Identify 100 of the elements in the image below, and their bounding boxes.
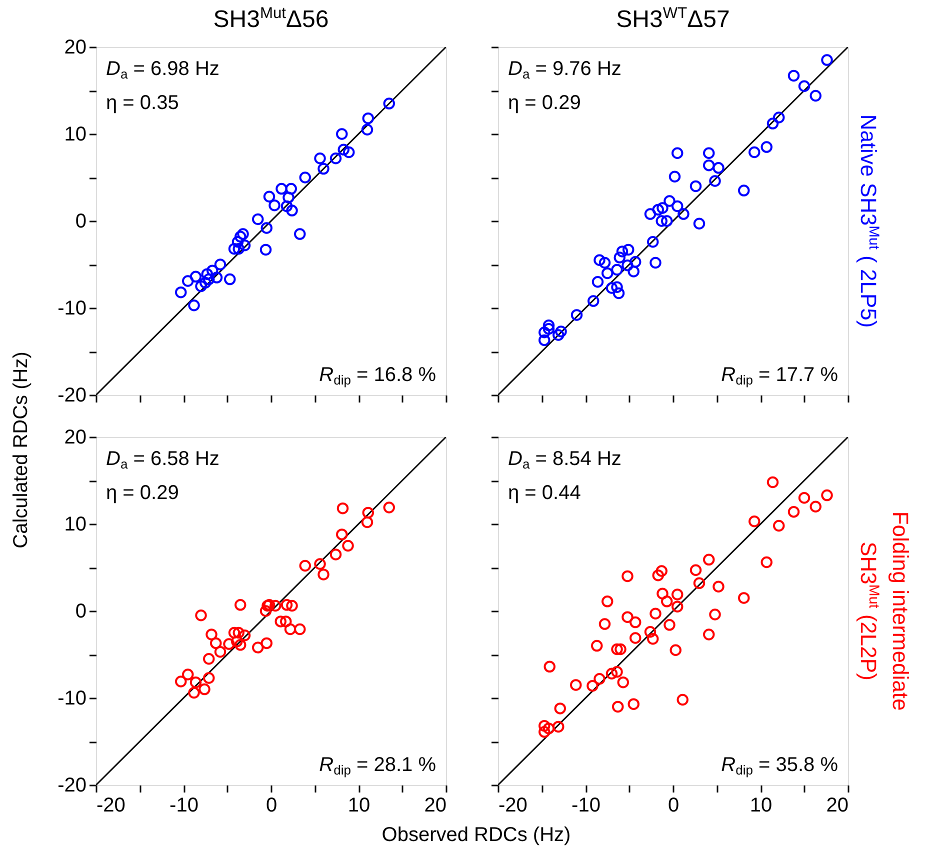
point (552, 329, 564, 341)
point (672, 200, 684, 212)
point (810, 90, 822, 102)
annotation: η = 0.35 (106, 92, 179, 114)
point (703, 147, 715, 160)
point (555, 326, 567, 338)
point (175, 286, 187, 298)
point (362, 112, 374, 124)
point (570, 309, 583, 321)
point (644, 208, 656, 220)
point (237, 228, 249, 240)
point (598, 256, 611, 269)
point (224, 273, 236, 286)
point (190, 270, 202, 283)
point (592, 276, 604, 288)
y-tick-label: -20 (58, 384, 86, 406)
point (616, 246, 628, 258)
point (195, 280, 207, 292)
point (542, 320, 555, 332)
point (260, 222, 272, 234)
point (280, 200, 293, 212)
y-tick-label: -10 (58, 298, 86, 320)
point (282, 192, 294, 204)
point (238, 239, 251, 252)
point (656, 215, 668, 227)
point (214, 258, 226, 270)
point (330, 152, 342, 164)
point (712, 162, 724, 174)
point (538, 326, 550, 338)
y-tick-label: 10 (64, 124, 86, 146)
point (766, 118, 779, 130)
point (299, 172, 311, 184)
point (285, 182, 297, 195)
point (182, 275, 194, 287)
point (383, 98, 395, 110)
point (668, 170, 681, 182)
point (614, 252, 626, 264)
point (268, 199, 280, 212)
point (748, 146, 760, 158)
point (622, 244, 634, 256)
x-tick-label: -10 (572, 794, 600, 816)
x-tick-label: -20 (96, 794, 126, 816)
annotation: η = 0.44 (508, 482, 581, 504)
y-tick-label: 10 (64, 514, 86, 536)
point (594, 254, 606, 266)
point (709, 175, 721, 187)
point (343, 146, 355, 158)
x-tick-label: 0 (668, 794, 680, 816)
point (622, 260, 634, 272)
point (234, 230, 246, 243)
point (650, 256, 662, 269)
point (260, 244, 272, 256)
y-tick-label: -20 (58, 774, 86, 796)
x-tick-label: -10 (170, 794, 198, 816)
point (661, 215, 673, 227)
point (611, 264, 623, 276)
point (760, 141, 772, 153)
x-axis-title: Observed RDCs (Hz) (382, 824, 571, 846)
point (612, 287, 625, 300)
point (361, 124, 374, 136)
point (664, 195, 676, 207)
point (286, 204, 298, 216)
point (542, 323, 555, 335)
point (252, 213, 264, 226)
y-tick-label: 0 (75, 600, 86, 622)
x-tick-label: 20 (826, 794, 848, 816)
point (232, 242, 244, 255)
point (318, 162, 330, 175)
x-tick-label: 20 (424, 794, 446, 816)
point (200, 276, 212, 289)
point (821, 54, 833, 66)
point (588, 295, 600, 307)
point (336, 128, 348, 140)
y-axis-title: Calculated RDCs (Hz) (10, 352, 32, 548)
x-tick-label: 10 (348, 794, 370, 816)
y-tick-label: 20 (64, 426, 86, 448)
point (788, 70, 800, 82)
annotation: η = 0.29 (106, 482, 179, 504)
point (602, 267, 614, 280)
point (738, 184, 750, 196)
point (773, 112, 785, 124)
annotation: η = 0.29 (508, 92, 581, 114)
y-tick-label: -10 (58, 688, 86, 710)
point (630, 256, 642, 268)
point (606, 282, 618, 294)
point (690, 180, 702, 192)
y2-axis-title: Native SH3Mut ( 2LP5) (856, 114, 882, 328)
y-tick-label: 20 (64, 36, 86, 58)
point (628, 266, 640, 278)
point (672, 147, 684, 160)
x-tick-label: 10 (750, 794, 772, 816)
point (678, 208, 690, 220)
point (703, 159, 715, 172)
point (210, 272, 223, 284)
point (338, 144, 350, 156)
x-tick-label: -20 (498, 794, 528, 816)
point (206, 264, 218, 276)
point (201, 268, 213, 280)
point (611, 281, 623, 293)
point (228, 242, 240, 255)
